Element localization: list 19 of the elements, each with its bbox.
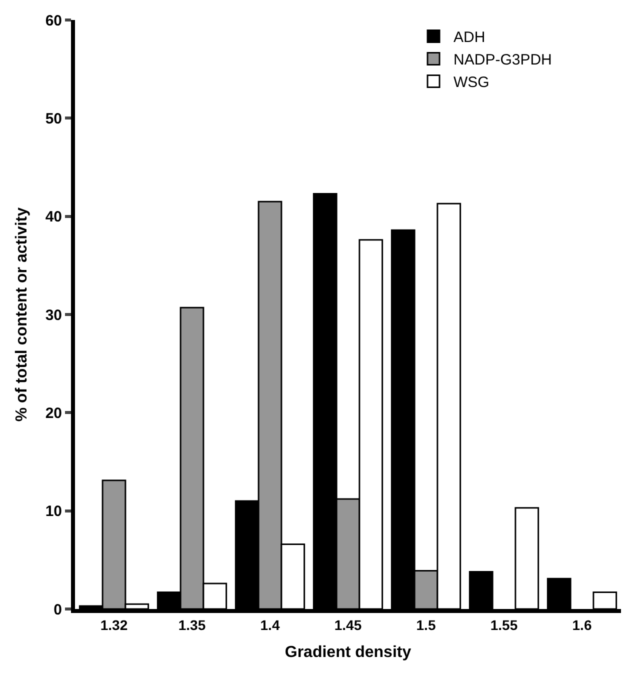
x-tick-label: 1.32 [100,616,128,633]
y-tick-label: 0 [54,601,62,618]
x-tick-label: 1.45 [334,616,362,633]
y-tick-label: 20 [45,404,62,422]
x-tick-label: 1.55 [490,616,518,633]
x-tick-label: 1.6 [572,616,592,633]
y-tick-label: 60 [45,12,62,30]
legend-label: WSG [454,74,490,92]
y-tick-label: 50 [45,110,62,128]
y-axis-title: % of total content or activity [14,207,31,422]
legend-label: NADP-G3PDH [454,52,552,69]
y-tick-label: 10 [45,503,62,520]
y-tick-label: 40 [45,208,62,226]
x-tick-label: 1.5 [416,616,436,633]
x-tick-label: 1.4 [260,616,280,633]
y-tick-label: 30 [45,306,62,324]
legend-label: ADH [454,29,486,46]
x-axis-title: Gradient density [284,644,412,661]
x-tick-label: 1.35 [178,616,206,633]
